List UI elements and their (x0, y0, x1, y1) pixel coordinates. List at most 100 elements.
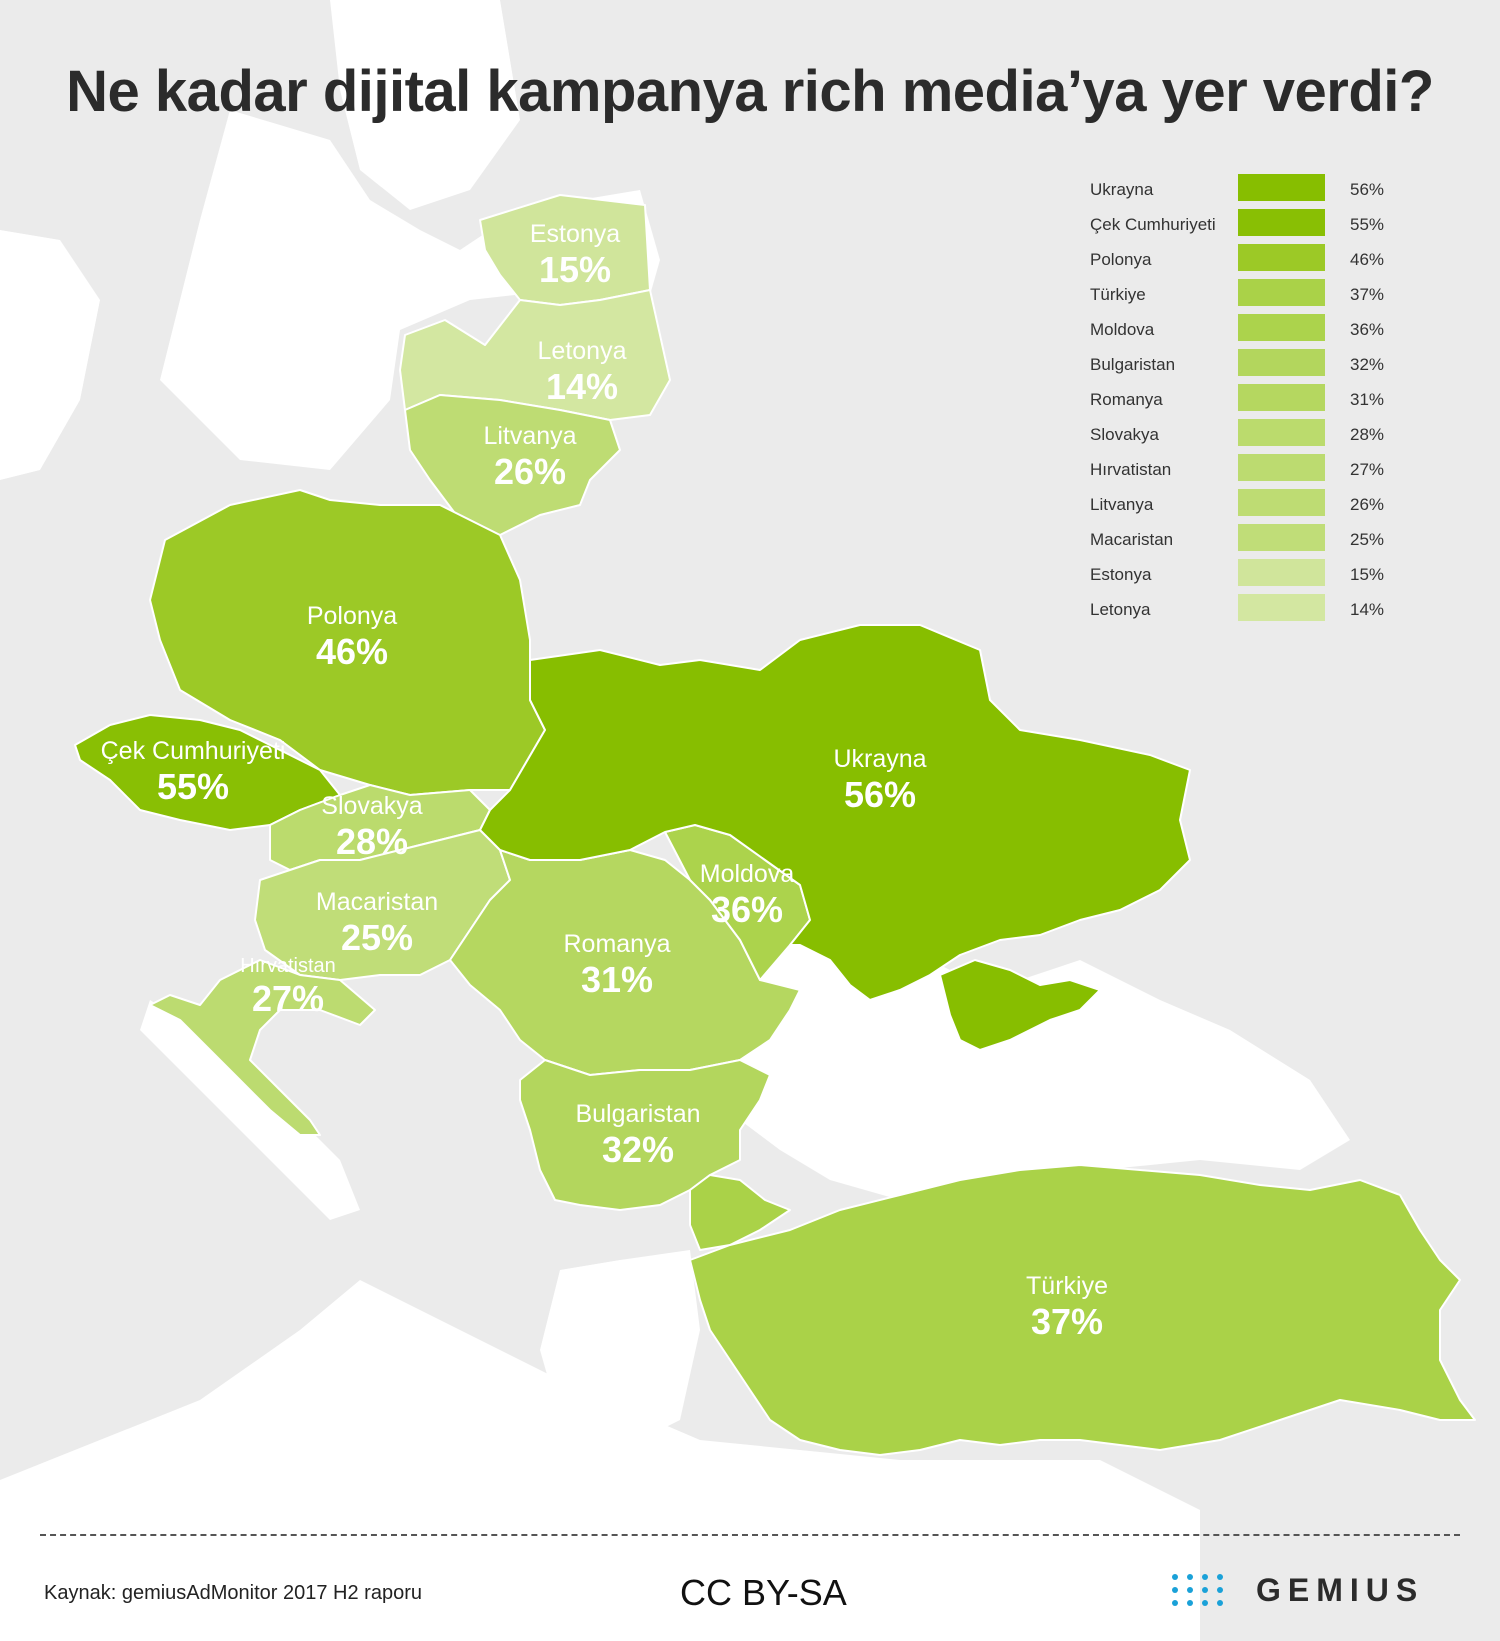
legend-value: 26% (1350, 495, 1385, 514)
legend-value: 36% (1350, 320, 1385, 339)
legend-row: Ukrayna 56% (1090, 174, 1390, 209)
label-name: Ukrayna (833, 745, 927, 773)
legend-row: Polonya 46% (1090, 244, 1390, 279)
label-value: 36% (710, 888, 784, 930)
legend-swatch (1238, 559, 1325, 586)
country-turkey (689, 1164, 1476, 1456)
legend-country-name: Çek Cumhuriyeti (1090, 215, 1216, 234)
label-name: Letonya (537, 337, 627, 365)
label-name: Moldova (699, 860, 795, 888)
label-poland: Polonya 46% (307, 602, 397, 672)
legend-swatch (1238, 349, 1325, 376)
label-value: 46% (315, 630, 389, 672)
legend-country-name: Hırvatistan (1090, 460, 1172, 479)
legend-value: 25% (1350, 530, 1385, 549)
legend-value: 15% (1350, 565, 1385, 584)
label-name: Romanya (563, 930, 671, 958)
legend-value: 14% (1350, 600, 1385, 619)
logo-dot (1217, 1587, 1223, 1593)
legend-country-name: Bulgaristan (1090, 355, 1176, 374)
label-value: 32% (601, 1128, 675, 1170)
label-value: 27% (251, 978, 325, 1019)
legend-value: 37% (1350, 285, 1385, 304)
legend-value: 55% (1350, 215, 1385, 234)
north-sea (0, 230, 100, 480)
legend-swatch (1238, 489, 1325, 516)
logo-dot (1217, 1600, 1223, 1606)
gemius-logo: GEMIUS (1172, 1570, 1462, 1614)
label-name: Türkiye (1026, 1272, 1108, 1300)
legend-swatch (1238, 279, 1325, 306)
label-name: Macaristan (315, 888, 439, 916)
legend-country-name: Ukrayna (1090, 180, 1154, 199)
legend-country-name: Macaristan (1090, 530, 1174, 549)
legend-country-name: Türkiye (1090, 285, 1146, 304)
legend-row: Çek Cumhuriyeti 55% (1090, 209, 1390, 244)
legend-row: Macaristan 25% (1090, 524, 1390, 559)
logo-dot (1217, 1574, 1223, 1580)
source-text: Kaynak: gemiusAdMonitor 2017 H2 raporu (44, 1582, 422, 1604)
logo-dot (1172, 1574, 1178, 1580)
mediterranean-sea (0, 1280, 1200, 1641)
label-value: 15% (538, 248, 612, 290)
label-value: 25% (340, 916, 414, 958)
label-latvia: Letonya 14% (538, 337, 627, 407)
label-moldova: Moldova 36% (700, 860, 795, 930)
label-value: 31% (580, 958, 654, 1000)
legend-country-name: Slovakya (1090, 425, 1159, 444)
legend-swatch (1238, 384, 1325, 411)
country-turkey-thrace (689, 1174, 791, 1251)
label-value: 56% (843, 773, 917, 815)
country-ukraine (479, 624, 1191, 1001)
legend-country-name: Moldova (1090, 320, 1155, 339)
logo-dot (1202, 1587, 1208, 1593)
legend-row: Moldova 36% (1090, 314, 1390, 349)
legend-swatch (1238, 174, 1325, 201)
legend-swatch (1238, 209, 1325, 236)
label-name: Polonya (306, 602, 398, 630)
legend-value: 31% (1350, 390, 1385, 409)
label-czech: Çek Cumhuriyeti 55% (101, 737, 286, 807)
legend: Ukrayna 56% Çek Cumhuriyeti 55% Polonya 46% Tü… (1090, 174, 1390, 629)
legend-swatch (1238, 454, 1325, 481)
legend-country-name: Polonya (1090, 250, 1152, 269)
label-value: 26% (493, 450, 567, 492)
label-hungary: Macaristan 25% (316, 888, 438, 958)
label-name: Estonya (529, 220, 621, 248)
legend-swatch (1238, 524, 1325, 551)
country-lithuania (404, 394, 621, 536)
legend-row: Türkiye 37% (1090, 279, 1390, 314)
label-ukraine: Ukrayna 56% (833, 745, 926, 815)
logo-dot (1187, 1574, 1193, 1580)
legend-swatch (1238, 244, 1325, 271)
logo-dot (1172, 1600, 1178, 1606)
country-croatia (149, 959, 376, 1136)
baltic-sea (160, 110, 660, 470)
logo-dot (1202, 1600, 1208, 1606)
logo-dot (1187, 1600, 1193, 1606)
label-turkey: Türkiye 37% (1026, 1272, 1108, 1342)
countries (74, 194, 1476, 1456)
label-lithuania: Litvanya 26% (483, 422, 576, 492)
legend-swatch (1238, 594, 1325, 621)
license-text: CC BY-SA (680, 1572, 847, 1613)
label-estonia: Estonya 15% (530, 220, 620, 290)
legend-row: Estonya 15% (1090, 559, 1390, 594)
label-value: 14% (545, 365, 619, 407)
logo-text: GEMIUS (1256, 1572, 1425, 1608)
label-croatia: Hırvatistan 27% (240, 955, 336, 1019)
label-name: Hırvatistan (240, 955, 336, 977)
black-sea (720, 920, 1350, 1200)
legend-row: Litvanya 26% (1090, 489, 1390, 524)
label-value: 28% (335, 820, 409, 862)
legend-country-name: Estonya (1090, 565, 1152, 584)
country-crimea (939, 959, 1101, 1051)
label-name: Çek Cumhuriyeti (100, 737, 286, 765)
page-title: Ne kadar dijital kampanya rich media’ya … (66, 59, 1434, 124)
logo-dot (1202, 1574, 1208, 1580)
label-name: Slovakya (321, 792, 423, 820)
legend-row: Slovakya 28% (1090, 419, 1390, 454)
legend-value: 27% (1350, 460, 1385, 479)
legend-value: 28% (1350, 425, 1385, 444)
